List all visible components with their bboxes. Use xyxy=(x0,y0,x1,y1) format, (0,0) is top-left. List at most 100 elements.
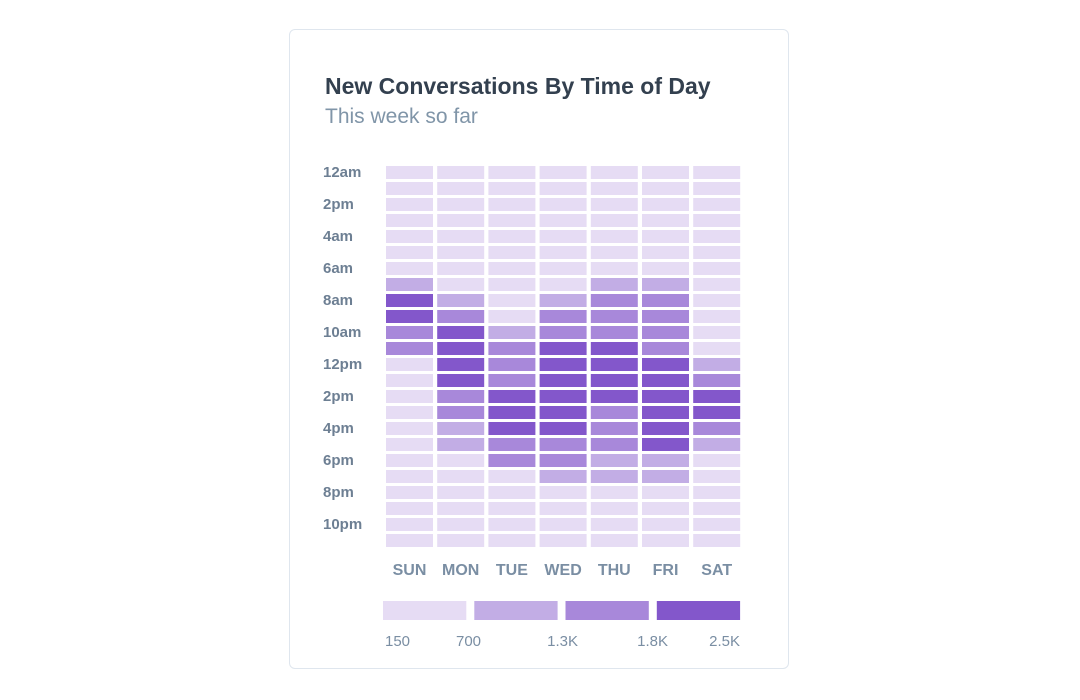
heatmap-cell-fri-9 xyxy=(642,310,689,323)
heatmap-cell-wed-16 xyxy=(539,422,587,435)
y-tick-label: 12am xyxy=(323,164,361,181)
heatmap-cell-wed-22 xyxy=(539,518,587,531)
heatmap-cell-fri-20 xyxy=(642,486,689,499)
heatmap-cell-tue-16 xyxy=(488,422,536,435)
heatmap-cell-sun-23 xyxy=(386,534,433,547)
heatmap-cell-mon-12 xyxy=(437,358,485,371)
heatmap-cell-wed-0 xyxy=(539,166,587,179)
y-tick-label: 2pm xyxy=(323,196,354,213)
heatmap-cell-sat-12 xyxy=(693,358,741,371)
heatmap-cell-wed-1 xyxy=(539,182,587,195)
heatmap-cell-sat-8 xyxy=(693,294,741,307)
heatmap-cell-tue-23 xyxy=(488,534,536,547)
heatmap-cell-thu-12 xyxy=(590,358,638,371)
heatmap-cell-thu-15 xyxy=(590,406,638,419)
heatmap-cell-fri-4 xyxy=(642,230,689,243)
heatmap-cell-tue-14 xyxy=(488,390,536,403)
heatmap-cell-sun-0 xyxy=(386,166,433,179)
heatmap-cell-mon-5 xyxy=(437,246,485,259)
heatmap-cell-thu-23 xyxy=(590,534,638,547)
heatmap-cell-thu-3 xyxy=(590,214,638,227)
heatmap-cell-wed-3 xyxy=(539,214,587,227)
heatmap-cell-thu-10 xyxy=(590,326,638,339)
heatmap-cell-sat-4 xyxy=(693,230,741,243)
heatmap-cell-sun-10 xyxy=(386,326,433,339)
heatmap-cell-sat-5 xyxy=(693,246,741,259)
heatmap-cell-wed-4 xyxy=(539,230,587,243)
heatmap-cell-mon-9 xyxy=(437,310,485,323)
heatmap-cell-wed-11 xyxy=(539,342,587,355)
heatmap-cell-tue-7 xyxy=(488,278,536,291)
heatmap-cell-sat-3 xyxy=(693,214,741,227)
heatmap-cell-sat-17 xyxy=(693,438,741,451)
heatmap-cell-fri-0 xyxy=(642,166,689,179)
heatmap-cell-tue-10 xyxy=(488,326,536,339)
heatmap-cell-sat-13 xyxy=(693,374,741,387)
legend-label: 150 xyxy=(385,633,410,650)
heatmap-cell-wed-9 xyxy=(539,310,587,323)
heatmap-cell-tue-19 xyxy=(488,470,536,483)
heatmap-cell-tue-5 xyxy=(488,246,536,259)
heatmap-cell-mon-4 xyxy=(437,230,485,243)
y-tick-label: 4am xyxy=(323,228,353,245)
heatmap-cell-sun-6 xyxy=(386,262,433,275)
heatmap-cell-fri-13 xyxy=(642,374,689,387)
heatmap-cell-thu-21 xyxy=(590,502,638,515)
chart-subtitle: This week so far xyxy=(325,105,478,128)
y-tick-label: 10pm xyxy=(323,516,362,533)
heatmap-cell-thu-13 xyxy=(590,374,638,387)
heatmap-cell-tue-11 xyxy=(488,342,536,355)
heatmap-cell-tue-20 xyxy=(488,486,536,499)
heatmap-cell-tue-13 xyxy=(488,374,536,387)
heatmap-cell-fri-1 xyxy=(642,182,689,195)
heatmap-cell-mon-18 xyxy=(437,454,485,467)
heatmap-cell-sun-3 xyxy=(386,214,433,227)
heatmap-cell-mon-15 xyxy=(437,406,485,419)
chart-title: New Conversations By Time of Day xyxy=(325,73,711,99)
heatmap-cell-fri-15 xyxy=(642,406,689,419)
heatmap-cell-sat-21 xyxy=(693,502,741,515)
heatmap-cell-thu-1 xyxy=(590,182,638,195)
heatmap-cell-fri-5 xyxy=(642,246,689,259)
heatmap-cell-wed-7 xyxy=(539,278,587,291)
heatmap-cell-thu-16 xyxy=(590,422,638,435)
heatmap-cell-tue-3 xyxy=(488,214,536,227)
heatmap-cell-thu-20 xyxy=(590,486,638,499)
heatmap-cell-thu-11 xyxy=(590,342,638,355)
heatmap-cell-fri-6 xyxy=(642,262,689,275)
heatmap-cell-mon-3 xyxy=(437,214,485,227)
heatmap-cell-sun-9 xyxy=(386,310,433,323)
heatmap-cell-mon-13 xyxy=(437,374,485,387)
heatmap-cell-sun-5 xyxy=(386,246,433,259)
heatmap-cell-fri-11 xyxy=(642,342,689,355)
heatmap-cell-fri-19 xyxy=(642,470,689,483)
heatmap-cell-wed-19 xyxy=(539,470,587,483)
heatmap-cell-fri-18 xyxy=(642,454,689,467)
heatmap-cell-sun-4 xyxy=(386,230,433,243)
x-tick-label-sat: SAT xyxy=(701,562,732,579)
heatmap-cell-sun-7 xyxy=(386,278,433,291)
heatmap-cell-tue-21 xyxy=(488,502,536,515)
heatmap-cell-sun-20 xyxy=(386,486,433,499)
heatmap-cell-sat-20 xyxy=(693,486,741,499)
heatmap-cell-thu-22 xyxy=(590,518,638,531)
legend-label: 1.3K xyxy=(547,633,578,650)
heatmap-cell-mon-7 xyxy=(437,278,485,291)
heatmap-cell-sat-0 xyxy=(693,166,741,179)
y-tick-label: 10am xyxy=(323,324,361,341)
heatmap-cell-sat-9 xyxy=(693,310,741,323)
x-tick-label-sun: SUN xyxy=(393,562,427,579)
legend-swatch-2 xyxy=(565,601,649,620)
heatmap-cell-wed-6 xyxy=(539,262,587,275)
heatmap-chart: 12am 2pm 4am 6am 8am 10am 12pm 2pm 4pm 6pm 8pm 10pm… xyxy=(323,164,741,650)
heatmap-cell-thu-9 xyxy=(590,310,638,323)
heatmap-cell-tue-0 xyxy=(488,166,536,179)
heatmap-cell-sun-14 xyxy=(386,390,433,403)
heatmap-cell-thu-5 xyxy=(590,246,638,259)
heatmap-cell-sun-19 xyxy=(386,470,433,483)
heatmap-cell-fri-14 xyxy=(642,390,689,403)
x-tick-label-thu: THU xyxy=(598,562,631,579)
heatmap-cell-fri-17 xyxy=(642,438,689,451)
heatmap-cell-sun-16 xyxy=(386,422,433,435)
heatmap-cell-sun-2 xyxy=(386,198,433,211)
